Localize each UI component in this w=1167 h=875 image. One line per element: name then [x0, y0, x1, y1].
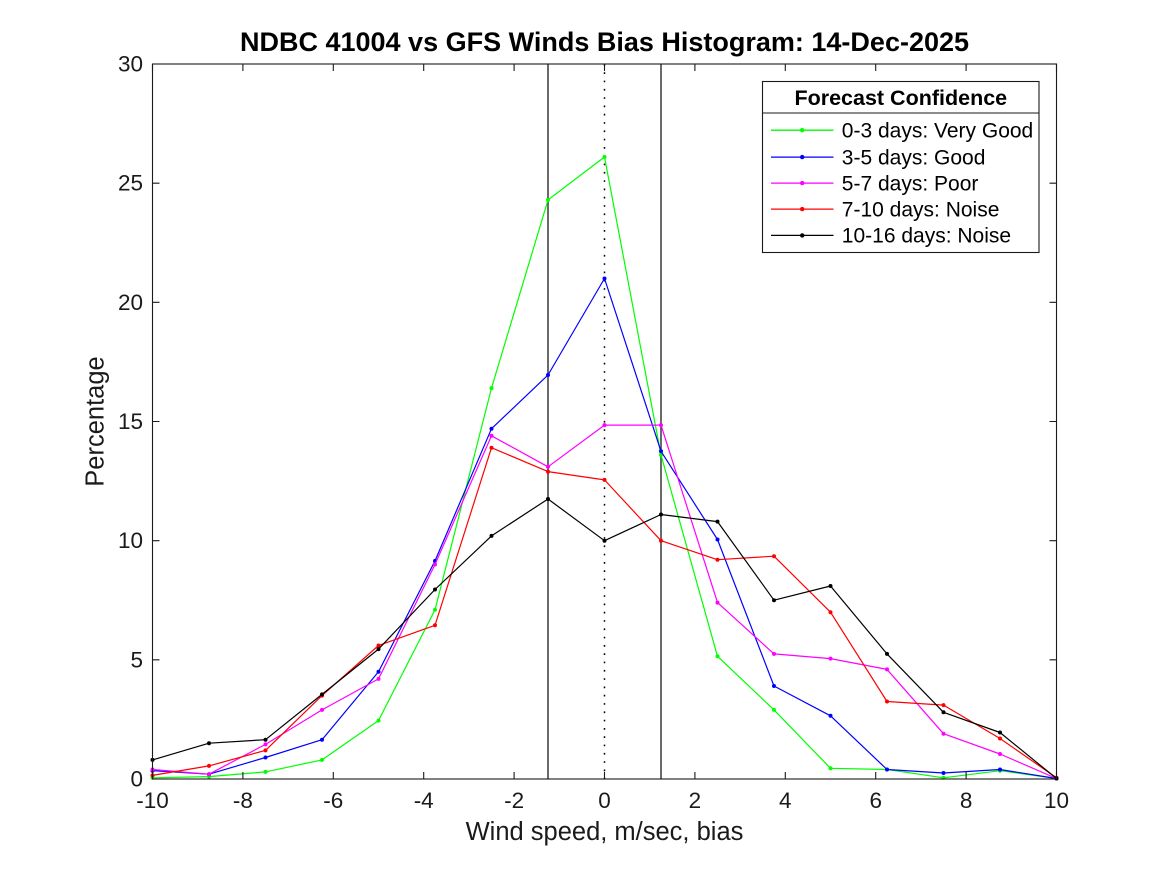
svg-text:10: 10: [118, 528, 143, 553]
svg-text:7-10 days: Noise: 7-10 days: Noise: [842, 198, 1000, 221]
svg-text:-4: -4: [414, 788, 434, 813]
svg-text:0-3 days: Very Good: 0-3 days: Very Good: [842, 120, 1033, 143]
svg-text:2: 2: [689, 788, 702, 813]
svg-text:3-5 days: Good: 3-5 days: Good: [842, 146, 986, 169]
svg-text:Percentage: Percentage: [82, 356, 110, 486]
svg-text:25: 25: [118, 171, 143, 196]
svg-text:-8: -8: [233, 788, 253, 813]
svg-text:20: 20: [118, 290, 143, 315]
svg-text:Forecast Confidence: Forecast Confidence: [794, 86, 1007, 110]
svg-text:5: 5: [130, 647, 143, 672]
svg-text:8: 8: [960, 788, 973, 813]
svg-text:-10: -10: [136, 788, 169, 813]
svg-text:5-7 days: Poor: 5-7 days: Poor: [842, 172, 979, 195]
svg-text:0: 0: [598, 788, 611, 813]
svg-text:4: 4: [779, 788, 792, 813]
svg-text:-6: -6: [323, 788, 343, 813]
svg-text:6: 6: [869, 788, 882, 813]
svg-text:15: 15: [118, 409, 143, 434]
svg-text:-2: -2: [504, 788, 524, 813]
svg-text:10-16 days: Noise: 10-16 days: Noise: [842, 225, 1011, 248]
svg-text:NDBC 41004 vs GFS Winds Bias H: NDBC 41004 vs GFS Winds Bias Histogram: …: [240, 27, 969, 57]
svg-text:Wind speed, m/sec, bias: Wind speed, m/sec, bias: [466, 818, 744, 846]
svg-text:30: 30: [118, 52, 143, 77]
svg-text:10: 10: [1044, 788, 1069, 813]
svg-text:0: 0: [130, 767, 143, 792]
